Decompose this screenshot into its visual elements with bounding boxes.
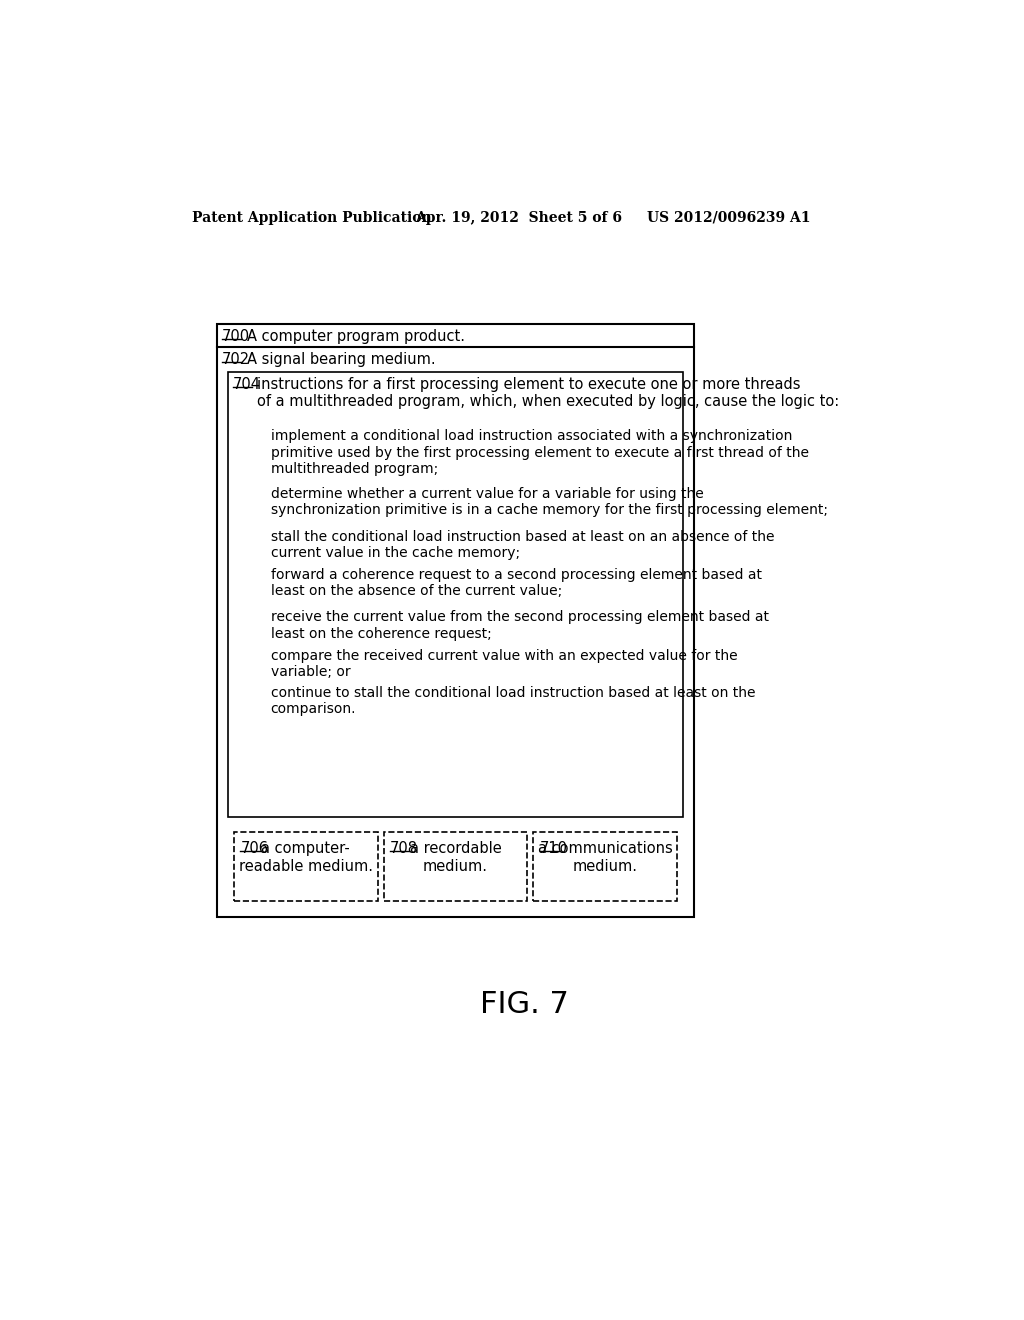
Bar bbox=[384, 832, 527, 902]
Text: 710: 710 bbox=[540, 841, 567, 857]
Text: 700: 700 bbox=[222, 330, 250, 345]
Text: a computer-
readable medium.: a computer- readable medium. bbox=[239, 841, 373, 874]
Text: 706: 706 bbox=[241, 841, 268, 857]
Bar bbox=[534, 832, 677, 902]
Text: 708: 708 bbox=[390, 841, 418, 857]
Text: Apr. 19, 2012  Sheet 5 of 6: Apr. 19, 2012 Sheet 5 of 6 bbox=[415, 211, 622, 224]
Text: Patent Application Publication: Patent Application Publication bbox=[191, 211, 431, 224]
Text: 704: 704 bbox=[232, 378, 261, 392]
Text: a communications
medium.: a communications medium. bbox=[538, 841, 673, 874]
Bar bbox=[234, 832, 378, 902]
Text: instructions for a first processing element to execute one or more threads
of a : instructions for a first processing elem… bbox=[257, 378, 840, 409]
Text: compare the received current value with an expected value for the
variable; or: compare the received current value with … bbox=[270, 649, 737, 678]
Text: US 2012/0096239 A1: US 2012/0096239 A1 bbox=[647, 211, 811, 224]
Text: determine whether a current value for a variable for using the
synchronization p: determine whether a current value for a … bbox=[270, 487, 827, 517]
Text: A signal bearing medium.: A signal bearing medium. bbox=[247, 352, 435, 367]
Text: a recordable
medium.: a recordable medium. bbox=[410, 841, 502, 874]
Text: implement a conditional load instruction associated with a synchronization
primi: implement a conditional load instruction… bbox=[270, 429, 809, 475]
Text: forward a coherence request to a second processing element based at
least on the: forward a coherence request to a second … bbox=[270, 568, 762, 598]
Text: receive the current value from the second processing element based at
least on t: receive the current value from the secon… bbox=[270, 610, 769, 640]
Text: A computer program product.: A computer program product. bbox=[247, 330, 465, 345]
Text: FIG. 7: FIG. 7 bbox=[480, 990, 569, 1019]
Text: stall the conditional load instruction based at least on an absence of the
curre: stall the conditional load instruction b… bbox=[270, 529, 774, 560]
Bar bbox=[228, 372, 683, 817]
Text: 702: 702 bbox=[222, 352, 250, 367]
Bar bbox=[217, 323, 693, 917]
Text: continue to stall the conditional load instruction based at least on the
compari: continue to stall the conditional load i… bbox=[270, 686, 755, 715]
